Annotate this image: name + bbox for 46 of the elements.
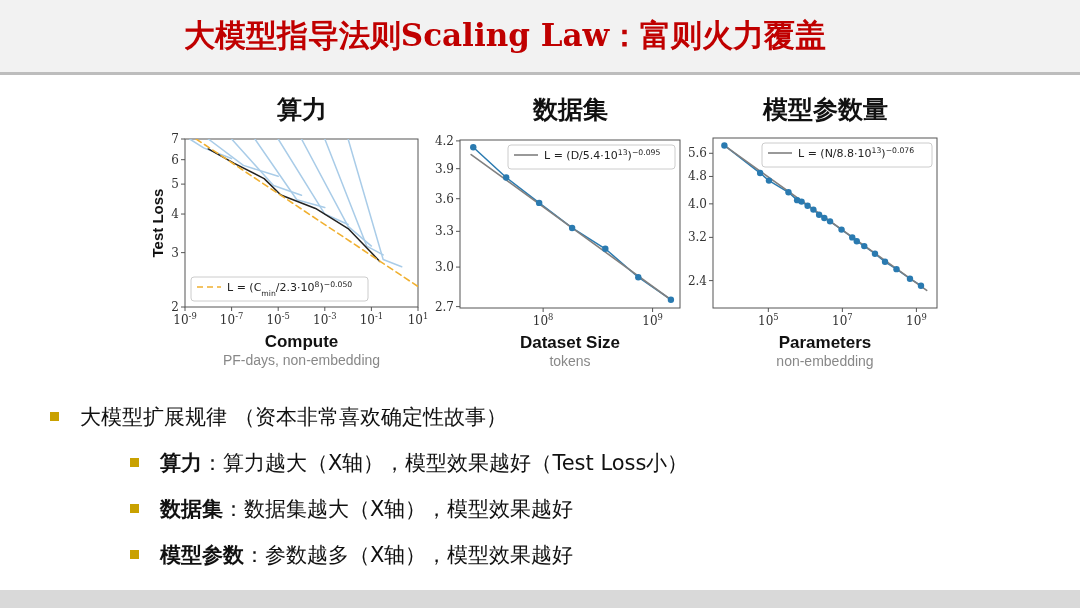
x-tick-label: 10$^{-9}$ — [173, 311, 197, 327]
text: PF-days, non-embedding — [222, 352, 381, 368]
text: tokens — [549, 353, 591, 369]
x-axis-title: Compute — [264, 332, 339, 351]
y-tick-label: 4.2 — [434, 133, 454, 148]
y-tick-label: 7 — [171, 132, 179, 146]
text: 数据集：数据集越大（X轴），模型效果越好 — [159, 497, 574, 521]
text: 大模型扩展规律 （资本非常喜欢确定性故事） — [80, 405, 507, 429]
chart-title: 数据集 — [531, 95, 608, 124]
x-tick-label: 10$^{9}$ — [906, 312, 927, 328]
legend-label: L = (N/8.8·10$^{13}$)$^{−0.076}$ — [798, 145, 915, 160]
y-tick-label: 4 — [171, 207, 180, 222]
chart-title: 算力 — [275, 95, 327, 124]
y-tick-label: 4.0 — [687, 196, 707, 211]
y-tick-label: 3.0 — [434, 260, 454, 275]
y-tick-label: 4.8 — [687, 169, 707, 184]
text: non-embedding — [776, 353, 874, 369]
y-tick-label: 6 — [171, 152, 179, 167]
x-axis-title: Parameters — [778, 333, 872, 352]
legend-label: L = (D/5.4·10$^{13}$)$^{−0.095}$ — [544, 147, 661, 162]
x-tick-label: 10$^{-7}$ — [219, 311, 244, 327]
x-tick-label: 10$^{7}$ — [832, 312, 853, 328]
x-tick-label: 10$^{-5}$ — [266, 311, 290, 327]
y-tick-label: 5 — [171, 177, 179, 192]
x-tick-label: 10$^{-3}$ — [313, 311, 337, 327]
text: 算力：算力越大（X轴），模型效果越好（Test Loss小） — [159, 451, 689, 475]
y-tick-label: 5.6 — [687, 146, 707, 161]
y-tick-label: 3 — [171, 245, 179, 260]
y-axis-title: Test Loss — [149, 188, 166, 258]
y-tick-label: 3.2 — [687, 230, 707, 245]
x-tick-label: 10$^{5}$ — [758, 312, 779, 328]
chart-title: 模型参数量 — [761, 95, 888, 124]
x-axis-title: Dataset Size — [519, 333, 621, 352]
x-tick-label: 10$^{8}$ — [532, 312, 554, 328]
y-tick-label: 3.9 — [434, 161, 454, 176]
y-tick-label: 3.6 — [434, 191, 454, 206]
legend-label: L = (C$_{min}$/2.3·10$^{8}$)$^{−0.050}$ — [227, 279, 353, 298]
y-tick-label: 2 — [171, 300, 179, 314]
text: 大模型指导法则Scaling Law：富则火力覆盖 — [183, 17, 827, 53]
y-tick-label: 3.3 — [434, 224, 454, 239]
y-tick-label: 2.4 — [687, 273, 708, 288]
x-tick-label: 10$^{-1}$ — [359, 311, 384, 327]
text: 模型参数：参数越多（X轴），模型效果越好 — [159, 543, 574, 567]
x-tick-label: 10$^{9}$ — [642, 312, 663, 328]
y-tick-label: 2.7 — [434, 299, 454, 314]
x-tick-label: 10$^{1}$ — [407, 311, 429, 327]
